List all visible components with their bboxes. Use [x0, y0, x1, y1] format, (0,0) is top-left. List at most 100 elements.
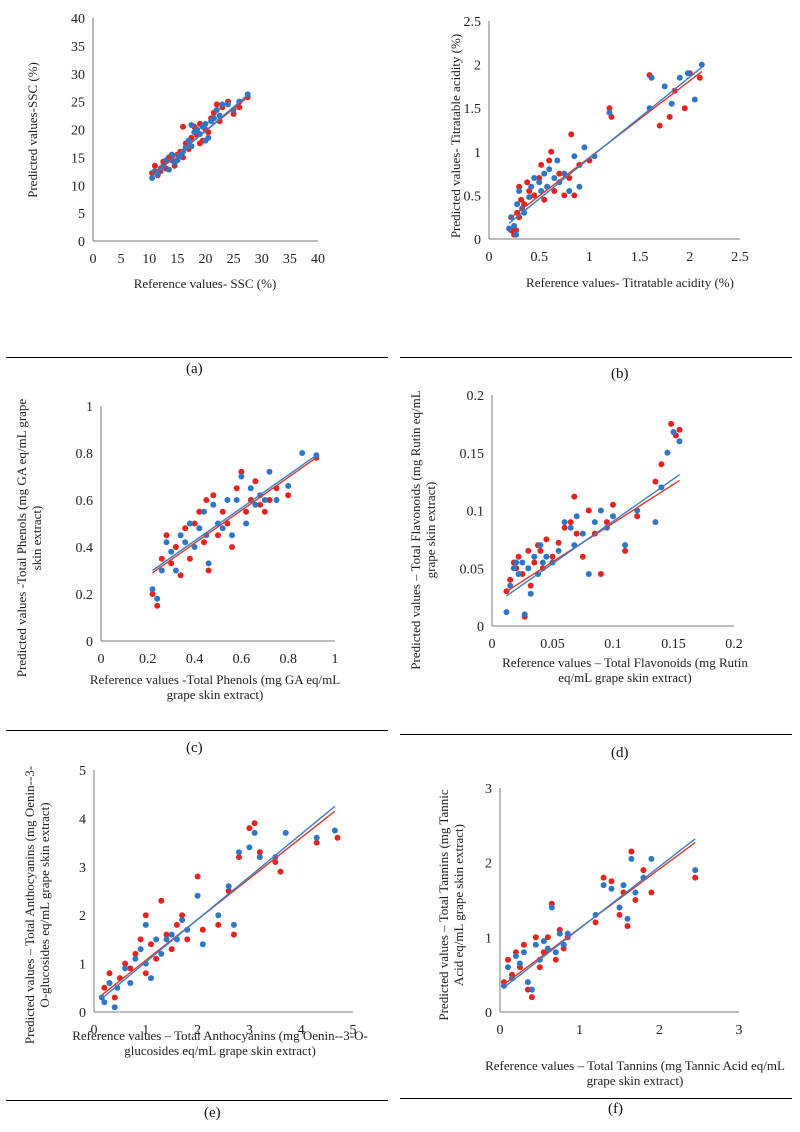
red-point [528, 994, 535, 1001]
blue-point [191, 544, 198, 550]
x-tick-label: 2 [656, 1023, 663, 1038]
x-tick-label: 3 [736, 1023, 743, 1038]
caption-d: (d) [611, 745, 629, 761]
blue-point [501, 982, 507, 989]
y-tick-label: 20 [71, 124, 85, 139]
blue-point [168, 931, 175, 938]
red-point [518, 196, 525, 203]
blue-point [526, 194, 533, 201]
red-point [608, 878, 615, 885]
red-point [579, 553, 586, 560]
y-tick-label: 4 [79, 812, 86, 827]
blue-point [520, 949, 527, 956]
blue-point [225, 883, 232, 890]
red-point [168, 560, 175, 567]
red-point [272, 859, 279, 865]
blue-point [149, 586, 156, 593]
y-axis-label-e: Predicted values – Total Anthocyanins (m… [22, 765, 52, 1045]
divider-ab [6, 357, 388, 358]
y-tick-label: 0.2 [467, 389, 485, 404]
y-tick-label: 3 [79, 861, 86, 876]
red-point [610, 501, 616, 508]
red-point [668, 420, 675, 427]
red-point [261, 508, 268, 515]
red-point [111, 994, 118, 1001]
red-point [151, 162, 158, 169]
blue-point [541, 170, 548, 177]
blue-point [554, 157, 561, 164]
x-tick-label: 0.05 [540, 637, 565, 652]
blue-point [225, 101, 231, 108]
blue-point [620, 882, 627, 889]
red-point [153, 955, 160, 962]
y-tick-label: 2 [474, 59, 481, 74]
blue-point [219, 101, 226, 108]
red-point [548, 148, 555, 155]
y-axis-label-f: Predicted values – Total Tannins (mg Tan… [436, 789, 466, 1021]
blue-point [137, 946, 144, 953]
y-tick-label: 1 [474, 146, 481, 161]
red-point [313, 839, 320, 846]
red-point [538, 161, 545, 168]
y-tick-label: 30 [71, 68, 85, 83]
red-point [252, 478, 259, 485]
blue-point [505, 964, 511, 971]
blue-point [600, 882, 607, 889]
blue-point [592, 911, 599, 918]
blue-point [163, 936, 170, 943]
blue-point [172, 567, 179, 574]
red-point [568, 131, 575, 138]
red-point [622, 547, 629, 554]
red-point [106, 970, 113, 977]
blue-point [202, 120, 209, 127]
x-tick-label: 0.8 [279, 652, 297, 667]
blue-point [163, 539, 170, 546]
x-tick-label: 3 [246, 1023, 253, 1038]
x-axis-label-a: Reference values- SSC (%) [133, 276, 277, 291]
y-tick-label: 1 [79, 958, 86, 973]
red-point [101, 984, 108, 991]
x-tick-label: 0.6 [233, 652, 251, 667]
blue-point [313, 834, 320, 841]
blue-point [548, 904, 555, 911]
y-axis-label-d: Predicted values – Total Flavonoids (mg … [408, 390, 438, 670]
blue-trendline [151, 94, 249, 177]
blue-point [158, 950, 165, 957]
y-tick-label: 0 [78, 235, 85, 250]
y-tick-label: 3 [485, 782, 492, 797]
blue-trendline [503, 838, 696, 988]
red-point [229, 544, 235, 550]
red-point [173, 921, 180, 928]
x-tick-label: 40 [311, 252, 325, 267]
blue-point [608, 885, 615, 892]
blue-point [210, 115, 217, 122]
red-point [561, 524, 568, 531]
chart-panel-b: 0 0.5 1 1.5 2 2.5 0 0.5 1 1.5 2 2.5 Predicted value… [400, 0, 800, 382]
red-point [285, 492, 292, 499]
x-tick-label: 10 [142, 252, 156, 267]
blue-point [579, 530, 586, 537]
red-point [256, 849, 263, 856]
blue-point [177, 153, 184, 160]
blue-point [515, 571, 522, 577]
red-trendline [152, 457, 317, 574]
red-point [266, 497, 273, 503]
blue-point [188, 122, 195, 128]
x-axis-label-d: Reference values – Total Flavonoids (mg … [502, 655, 748, 685]
red-point [230, 931, 237, 938]
blue-point [571, 153, 578, 160]
y-axis-label-a: Predicted values-SSC (%) [25, 62, 40, 198]
red-point [592, 919, 599, 926]
blue-point [546, 166, 553, 173]
red-point [196, 508, 203, 515]
blue-point [527, 590, 534, 597]
blue-point [624, 915, 631, 922]
blue-trendline [152, 454, 317, 572]
y-tick-label: 40 [71, 12, 85, 27]
red-point [132, 950, 139, 957]
blue-point [514, 201, 521, 208]
red-point [531, 192, 538, 199]
red-point [334, 834, 341, 841]
red-point [531, 559, 538, 566]
blue-point [648, 855, 655, 862]
